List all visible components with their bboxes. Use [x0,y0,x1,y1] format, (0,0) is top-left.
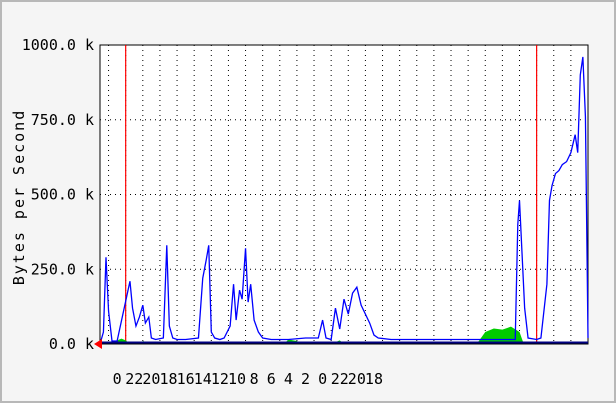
series-group [99,56,589,345]
x-tick-label: 20 [142,370,160,388]
x-tick-label: 0 [318,370,327,388]
x-tick-label: 16 [177,370,195,388]
plot-area [99,44,589,345]
x-tick-label: 4 [284,370,293,388]
y-tick-labels: 0.0 k 250.0 k 500.0 k 750.0 k 1000.0 k [22,36,94,353]
x-tick-labels: 0 22 20 18 16 14 12 10 8 6 4 2 0 22 20 18 [113,370,383,388]
x-tick-label: 8 [250,370,259,388]
axes [94,45,588,349]
y-tick-label: 750.0 k [31,111,94,129]
axis-arrow-icon [94,339,102,349]
y-axis-label: Bytes per Second [10,109,28,286]
x-tick-label: 20 [348,370,366,388]
x-tick-label: 12 [211,370,229,388]
x-tick-label: 18 [159,370,177,388]
x-tick-label: 10 [228,370,246,388]
x-tick-label: 0 [113,370,122,388]
y-tick-label: 500.0 k [31,186,94,204]
y-tick-label: 250.0 k [31,260,94,278]
series-in-area [100,326,588,344]
x-tick-label: 18 [365,370,383,388]
x-tick-label: 22 [125,370,143,388]
x-tick-label: 22 [331,370,349,388]
y-tick-label: 1000.0 k [22,36,94,54]
x-tick-label: 2 [301,370,310,388]
day-markers [125,45,538,344]
y-tick-label: 0.0 k [49,335,94,353]
x-tick-label: 14 [194,370,212,388]
series-out-line [99,56,589,345]
x-tick-label: 6 [267,370,276,388]
